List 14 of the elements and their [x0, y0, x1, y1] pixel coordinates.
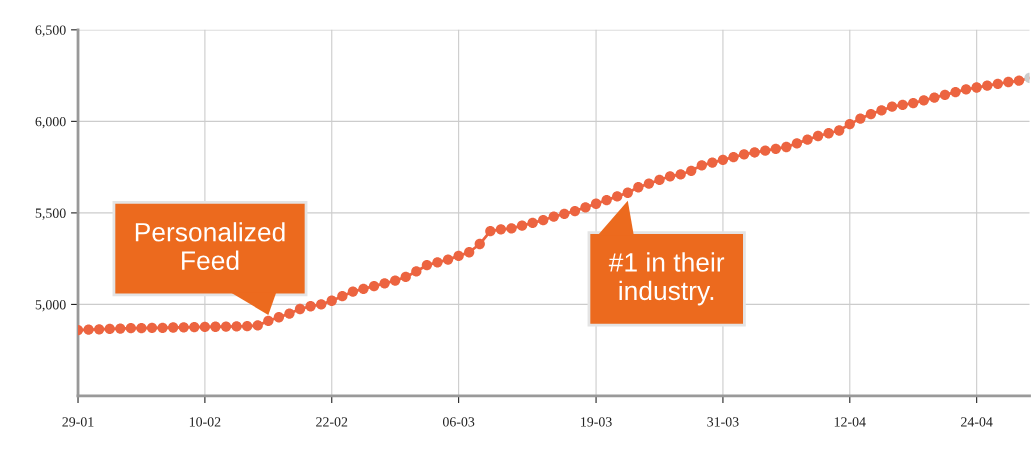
- x-tick-label: 29-01: [62, 417, 94, 427]
- y-tick-label: 5,500: [35, 208, 66, 220]
- x-tick-label: 31-03: [707, 417, 739, 427]
- x-tick-label: 22-02: [316, 417, 348, 427]
- y-tick-label: 6,500: [35, 25, 66, 37]
- x-tick-label: 10-02: [189, 417, 221, 427]
- annotation: #1 in their industry.: [608, 252, 725, 306]
- x-tick-label: 24-04: [961, 417, 993, 427]
- x-tick-label: 12-04: [834, 417, 866, 427]
- y-tick-label: 5,000: [35, 300, 66, 312]
- y-tick-label: 6,000: [35, 116, 66, 129]
- x-tick-label: 06-03: [442, 417, 475, 427]
- annotation: Personalized Feed: [135, 222, 285, 270]
- x-tick-label: 19-03: [581, 417, 612, 427]
